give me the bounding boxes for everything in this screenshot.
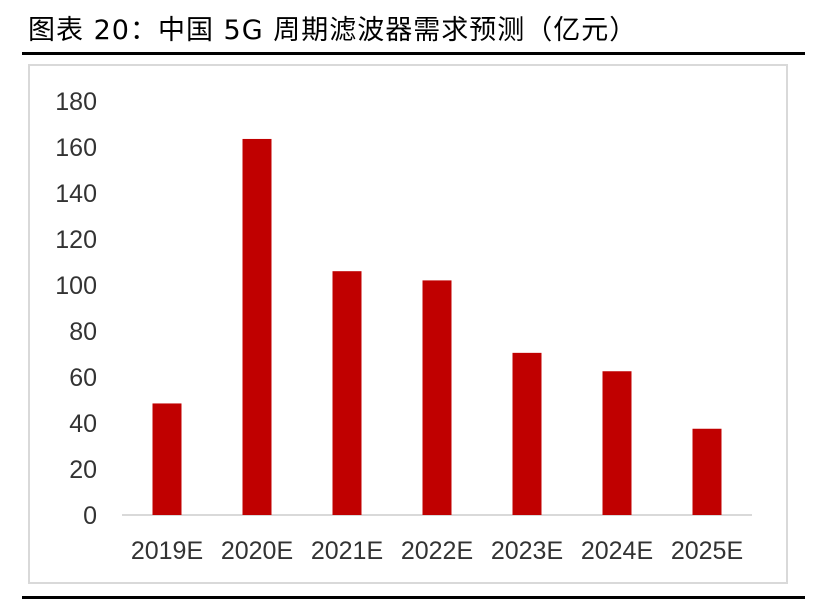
x-tick-label: 2023E [491,537,563,565]
bar-2022E [422,280,452,515]
x-axis-ticks: 2019E 2020E 2021E 2022E 2023E 2024E 2025E [131,537,743,565]
x-tick-label: 2020E [221,537,293,565]
x-tick-label: 2022E [401,537,473,565]
y-tick-label: 160 [55,134,97,162]
y-axis-ticks: 0 20 40 60 80 100 120 140 160 180 [55,88,97,530]
bar-2024E [602,371,632,515]
y-tick-label: 100 [55,272,97,300]
y-tick-label: 40 [69,410,97,438]
x-tick-label: 2024E [581,537,653,565]
x-tick-label: 2019E [131,537,203,565]
x-tick-label: 2021E [311,537,383,565]
bar-2021E [332,271,362,515]
bar-2025E [692,428,722,515]
bar-2020E [242,138,272,515]
y-tick-label: 60 [69,364,97,392]
x-tick-label: 2025E [671,537,743,565]
bars [152,138,722,515]
figure-title: 图表 20：中国 5G 周期滤波器需求预测（亿元） [28,15,638,46]
y-tick-label: 140 [55,180,97,208]
bar-2023E [512,352,542,515]
y-tick-label: 80 [69,318,97,346]
chart-frame [28,64,788,584]
y-tick-label: 20 [69,456,97,484]
title-rule [22,52,805,55]
bottom-rule [22,596,805,599]
y-tick-label: 120 [55,226,97,254]
y-tick-label: 0 [83,502,97,530]
y-tick-label: 180 [55,88,97,116]
bar-2019E [152,403,182,515]
